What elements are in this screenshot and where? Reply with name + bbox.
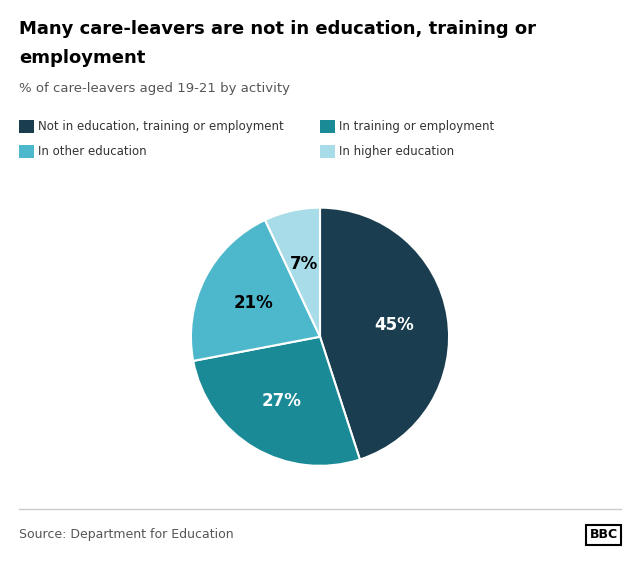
Text: 45%: 45% [374, 316, 414, 334]
FancyBboxPatch shape [320, 119, 335, 133]
Wedge shape [320, 208, 449, 460]
Wedge shape [265, 208, 320, 337]
Text: In higher education: In higher education [339, 145, 454, 158]
Text: In training or employment: In training or employment [339, 120, 495, 133]
Wedge shape [191, 220, 320, 361]
Text: Not in education, training or employment: Not in education, training or employment [38, 120, 284, 133]
Text: BBC: BBC [589, 529, 618, 541]
Wedge shape [193, 337, 360, 466]
Text: employment: employment [19, 49, 145, 67]
FancyBboxPatch shape [19, 119, 34, 133]
FancyBboxPatch shape [320, 144, 335, 158]
Text: 7%: 7% [289, 255, 318, 273]
Text: 27%: 27% [262, 392, 302, 410]
Text: Source: Department for Education: Source: Department for Education [19, 529, 234, 541]
Text: % of care-leavers aged 19-21 by activity: % of care-leavers aged 19-21 by activity [19, 82, 290, 95]
Text: In other education: In other education [38, 145, 147, 158]
FancyBboxPatch shape [19, 144, 34, 158]
Text: Many care-leavers are not in education, training or: Many care-leavers are not in education, … [19, 20, 536, 38]
Text: 21%: 21% [234, 294, 273, 312]
